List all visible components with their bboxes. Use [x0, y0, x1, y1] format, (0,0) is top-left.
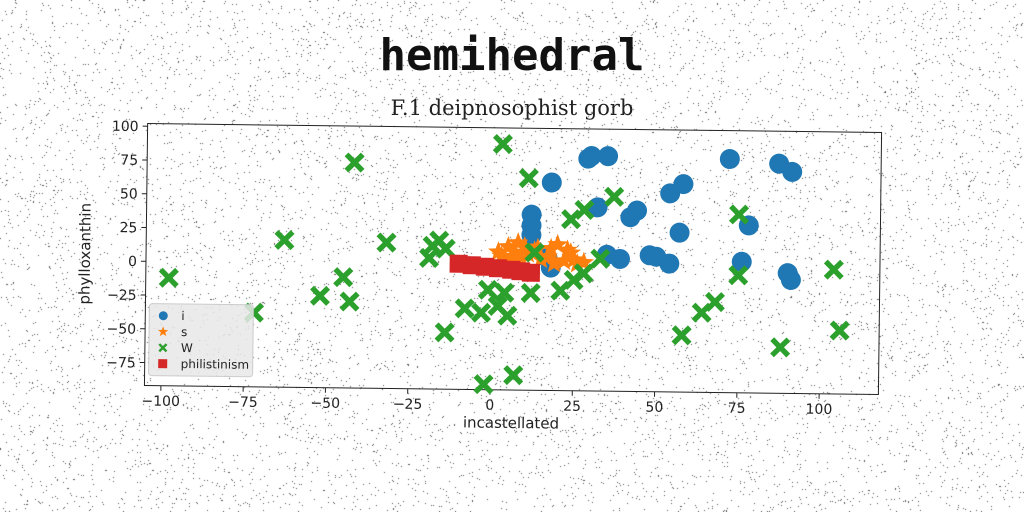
point-w	[473, 374, 494, 395]
point-w	[574, 199, 595, 220]
point-s	[573, 251, 595, 272]
y-tick-label: 75	[120, 153, 138, 169]
y-tick-label: −75	[106, 355, 136, 371]
point-w	[309, 285, 331, 306]
x-tick-label: −100	[141, 393, 180, 409]
point-i	[731, 251, 752, 272]
point-w	[477, 279, 499, 300]
x-tick-label: −25	[393, 397, 423, 413]
point-i	[609, 248, 630, 269]
point-w	[339, 291, 360, 312]
x-tick-label: 25	[563, 399, 581, 415]
point-i	[541, 172, 562, 193]
legend-marker	[158, 343, 168, 353]
point-w	[158, 267, 179, 288]
y-axis: −75 −50 −25 0 25 50 75 100	[106, 119, 148, 371]
x-tick-label: 100	[805, 402, 832, 418]
point-w	[728, 265, 749, 286]
x-tick-label: 75	[728, 401, 746, 417]
point-i	[598, 146, 619, 167]
legend-label: i	[181, 309, 185, 323]
point-w	[829, 320, 850, 341]
legend-label: philistinism	[181, 357, 250, 372]
legend-box	[148, 303, 254, 378]
x-tick-label: 0	[485, 398, 494, 414]
chart-title: hemihedral	[379, 30, 645, 81]
y-tick-label: 25	[119, 220, 137, 236]
point-w	[454, 298, 475, 319]
point-w	[503, 365, 524, 386]
point-w	[419, 247, 440, 269]
point-i	[719, 149, 740, 170]
x-tick-label: −75	[228, 395, 258, 411]
point-w	[728, 204, 750, 225]
point-w	[344, 152, 365, 173]
point-s	[540, 237, 562, 258]
y-tick-label: 100	[112, 119, 139, 135]
point-w	[770, 337, 791, 358]
point-w	[333, 267, 354, 288]
point-i	[669, 222, 690, 243]
point-w	[590, 248, 611, 269]
point-w	[671, 325, 692, 346]
chart-subtitle: F.1 deipnosophist gorb	[390, 96, 634, 120]
legend-label: W	[181, 341, 193, 355]
point-w	[492, 134, 513, 155]
point-w	[823, 259, 844, 280]
point-w	[520, 282, 541, 304]
legend-marker	[158, 326, 169, 337]
point-w	[471, 302, 492, 323]
point-i	[578, 148, 599, 169]
point-w	[573, 263, 594, 284]
point-s	[557, 239, 578, 260]
legend-marker	[158, 311, 168, 321]
point-i	[782, 161, 803, 182]
point-w	[524, 242, 545, 263]
y-tick-label: −50	[106, 321, 136, 337]
y-tick-label: 0	[128, 254, 137, 270]
legend-label: s	[181, 325, 187, 339]
point-s	[553, 250, 575, 270]
point-s	[488, 241, 509, 261]
x-axis-label: incastellated	[463, 413, 559, 432]
point-i	[646, 246, 667, 267]
point-w	[376, 232, 397, 253]
point-w	[434, 322, 455, 343]
point-s	[563, 248, 585, 269]
point-w	[429, 230, 450, 251]
point-i	[620, 207, 641, 228]
point-i	[660, 183, 681, 204]
point-w	[561, 209, 582, 230]
point-w	[274, 229, 295, 251]
plot-area	[158, 134, 850, 395]
x-tick-label: −50	[310, 396, 340, 412]
point-s	[491, 245, 512, 265]
point-w	[494, 282, 515, 303]
point-s	[504, 241, 526, 262]
point-s	[543, 252, 565, 273]
point-w	[604, 186, 625, 207]
y-axis-label: phylloxanthin	[75, 203, 94, 305]
y-tick-label: −25	[107, 288, 137, 304]
y-tick-label: 50	[120, 186, 138, 202]
point-s	[514, 236, 535, 256]
point-w	[691, 302, 712, 323]
point-i	[780, 269, 801, 290]
point-philistinism	[521, 263, 541, 282]
point-w	[518, 168, 539, 189]
x-axis: −100 −75 −50 −25 0 25 50 75 100	[141, 385, 832, 418]
legend-marker	[158, 359, 168, 369]
x-tick-label: 50	[645, 400, 663, 416]
plot-frame	[143, 123, 883, 395]
point-w	[497, 305, 518, 326]
